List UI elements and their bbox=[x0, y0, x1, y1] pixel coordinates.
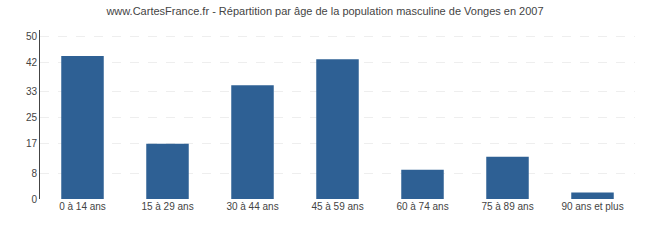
svg-text:90 ans et plus: 90 ans et plus bbox=[561, 201, 623, 212]
svg-text:33: 33 bbox=[26, 86, 38, 97]
svg-text:60 à 74 ans: 60 à 74 ans bbox=[396, 201, 448, 212]
svg-text:8: 8 bbox=[31, 168, 37, 179]
svg-text:www.CartesFrance.fr - Répartit: www.CartesFrance.fr - Répartition par âg… bbox=[105, 5, 543, 17]
svg-text:17: 17 bbox=[26, 138, 38, 149]
svg-text:30 à 44 ans: 30 à 44 ans bbox=[226, 201, 278, 212]
svg-text:75 à 89 ans: 75 à 89 ans bbox=[481, 201, 533, 212]
svg-text:42: 42 bbox=[26, 57, 38, 68]
svg-text:0 à 14 ans: 0 à 14 ans bbox=[59, 201, 106, 212]
svg-text:45 à 59 ans: 45 à 59 ans bbox=[311, 201, 363, 212]
svg-text:25: 25 bbox=[26, 112, 38, 123]
svg-text:50: 50 bbox=[26, 31, 38, 42]
svg-text:15 à 29 ans: 15 à 29 ans bbox=[141, 201, 193, 212]
svg-text:0: 0 bbox=[31, 194, 37, 205]
